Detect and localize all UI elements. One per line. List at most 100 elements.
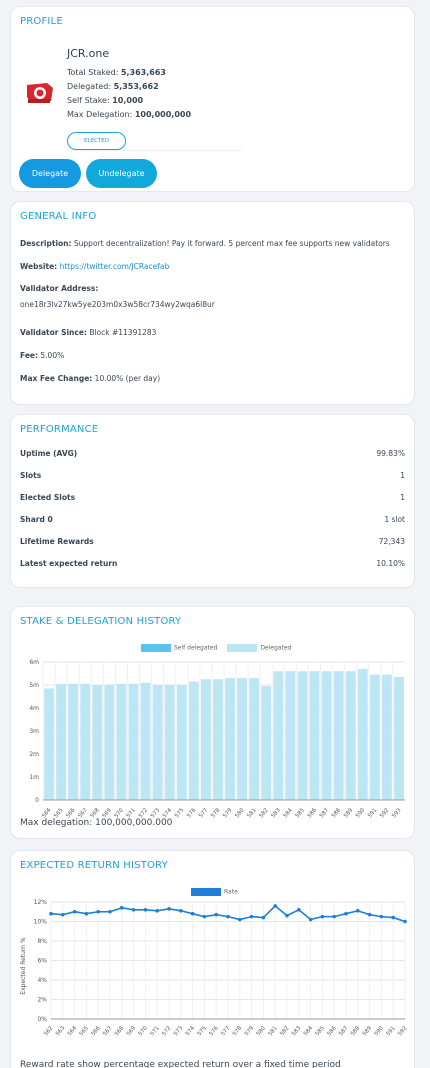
rate-point [120,906,124,910]
website-link[interactable]: https://twitter.com/JCRacefab [59,262,170,271]
bar-delegated [80,683,91,800]
bar-delegated [369,674,380,800]
y-tick-label: 0% [37,1016,47,1023]
x-tick-label: 588 [331,807,343,819]
bar-delegated [297,671,308,800]
x-tick-label: 574 [162,807,174,819]
y-tick-label: 8% [37,938,47,945]
bar-delegated [116,683,127,800]
rate-point [367,912,372,917]
bar-delegated [333,671,344,800]
perf-value: 99.83% [376,449,405,458]
y-tick-label: 12% [34,899,48,906]
bar-delegated [176,685,187,800]
rate-point [308,917,313,922]
rate-point [61,912,65,917]
undelegate-button[interactable]: Undelegate [86,159,157,188]
x-tick-label: 577 [220,1025,232,1037]
since-label: Validator Since: [20,328,87,337]
rate-point [391,915,396,920]
return-legend: Rate [191,888,238,896]
since-row: Validator Since: Block #11391283 [20,328,156,337]
x-tick-label: 582 [258,807,269,819]
rate-point [261,915,266,920]
description-label: Description: [20,239,72,248]
max-delegation-label: Max Delegation: [67,110,133,119]
stake-history-title: STAKE & DELEGATION HISTORY [20,616,182,627]
bar-delegated [285,671,296,800]
rate-point [190,911,195,916]
bar-delegated [261,686,272,800]
x-tick-label: 568 [114,1025,126,1037]
y-tick-label: 0 [35,797,39,804]
bar-delegated [309,671,320,800]
profile-card: PROFILE JCR.one Total Staked: 5,363,663 … [10,6,415,192]
perf-value: 10.10% [376,559,405,568]
x-tick-label: 575 [174,807,186,819]
perf-label: Lifetime Rewards [20,537,94,546]
x-tick-label: 583 [291,1025,303,1037]
max-fee-change-row: Max Fee Change: 10.00% (per day) [20,374,160,383]
max-delegation-value: 100,000,000 [134,110,192,119]
x-tick-label: 577 [198,807,210,819]
legend-swatch-self [141,644,171,652]
total-staked-row: Total Staked: 5,363,663 [67,68,166,77]
fee-label: Fee: [20,351,38,360]
bar-delegated [92,685,103,800]
x-tick-label: 590 [374,1025,386,1037]
max-fee-change-value: 10.00% (per day) [94,374,161,383]
self-stake-row: Self Stake: 10,000 [67,96,143,105]
x-tick-label: 565 [79,1025,91,1037]
x-tick-label: 591 [385,1025,396,1037]
rate-point [356,908,360,913]
x-tick-label: 593 [391,807,403,819]
x-tick-label: 589 [362,1025,374,1037]
bar-delegated [381,674,392,800]
description-row: Description: Support decentralization! P… [20,239,390,248]
legend-swatch-rate [191,888,221,896]
address-label-row: Validator Address: [20,284,98,293]
bar-delegated [237,678,248,800]
perf-value: 72,343 [378,537,405,546]
bar-delegated [164,685,175,800]
rate-point [379,914,384,919]
perf-label: Slots [20,471,42,480]
rate-point [332,914,337,919]
x-tick-label: 572 [138,807,149,819]
x-tick-label: 589 [343,807,355,819]
rate-point [273,904,278,908]
delegated-value: 5,353,662 [113,82,159,91]
bar-delegated [225,678,235,800]
x-tick-label: 564 [67,1025,79,1037]
delegate-button[interactable]: Delegate [19,159,81,188]
x-tick-label: 591 [367,807,378,819]
x-tick-label: 586 [326,1025,338,1037]
perf-row-lifetime-rewards: Lifetime Rewards 72,343 [20,537,405,546]
legend-label-rate: Rate [224,888,238,896]
x-tick-label: 569 [126,1025,138,1037]
x-tick-label: 576 [186,807,198,819]
legend-label-delegated: Delegated [260,644,292,652]
rate-point [179,908,183,913]
bar-delegated [273,671,284,800]
bar-delegated [128,683,139,800]
x-tick-label: 571 [149,1025,160,1037]
y-tick-label: 5m [29,682,39,689]
y-tick-label: 4% [37,977,47,984]
perf-row-expected-return: Latest expected return 10.10% [20,559,405,568]
total-staked-value: 5,363,663 [120,68,166,77]
bar-delegated [357,668,368,800]
bar-delegated [152,685,163,800]
general-info-title: GENERAL INFO [20,211,97,222]
x-tick-label: 564 [41,807,53,819]
rate-point [249,914,254,919]
bar-delegated [44,688,54,800]
rate-point [72,909,77,914]
bar-delegated [56,683,67,800]
return-chart: 0% 2% 4% 6% 8% 10% 12% 562 563 564 565 566 567 568 569… [20,899,409,1037]
perf-row-shard: Shard 0 1 slot [20,515,405,524]
perf-value: 1 [400,493,405,502]
x-tick-label: 587 [319,807,331,819]
rate-point [285,913,289,918]
bar-delegated [345,671,356,800]
